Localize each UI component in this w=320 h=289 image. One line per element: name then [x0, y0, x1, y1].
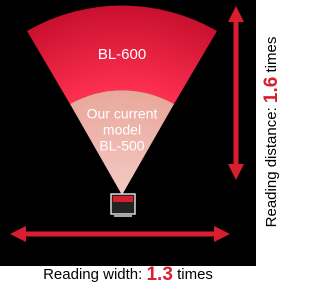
- inner-label: model: [103, 122, 141, 138]
- diagram: BL-600 Our current model BL-500 Reading …: [0, 0, 292, 289]
- caption-text: times: [173, 266, 213, 283]
- caption-text: Reading width:: [43, 266, 146, 283]
- distance-caption: Reading distance: 1.6 times: [261, 37, 282, 228]
- caption-text: Reading distance:: [263, 103, 280, 227]
- caption-number: 1.6: [261, 77, 282, 103]
- width-caption: Reading width: 1.3 times: [43, 264, 213, 285]
- outer-label: BL-600: [98, 46, 146, 63]
- inner-label: BL-500: [99, 138, 144, 154]
- scanner-icon: [111, 194, 135, 216]
- inner-label: Our current: [87, 106, 158, 122]
- caption-text: times: [263, 37, 280, 77]
- caption-number: 1.3: [146, 264, 172, 285]
